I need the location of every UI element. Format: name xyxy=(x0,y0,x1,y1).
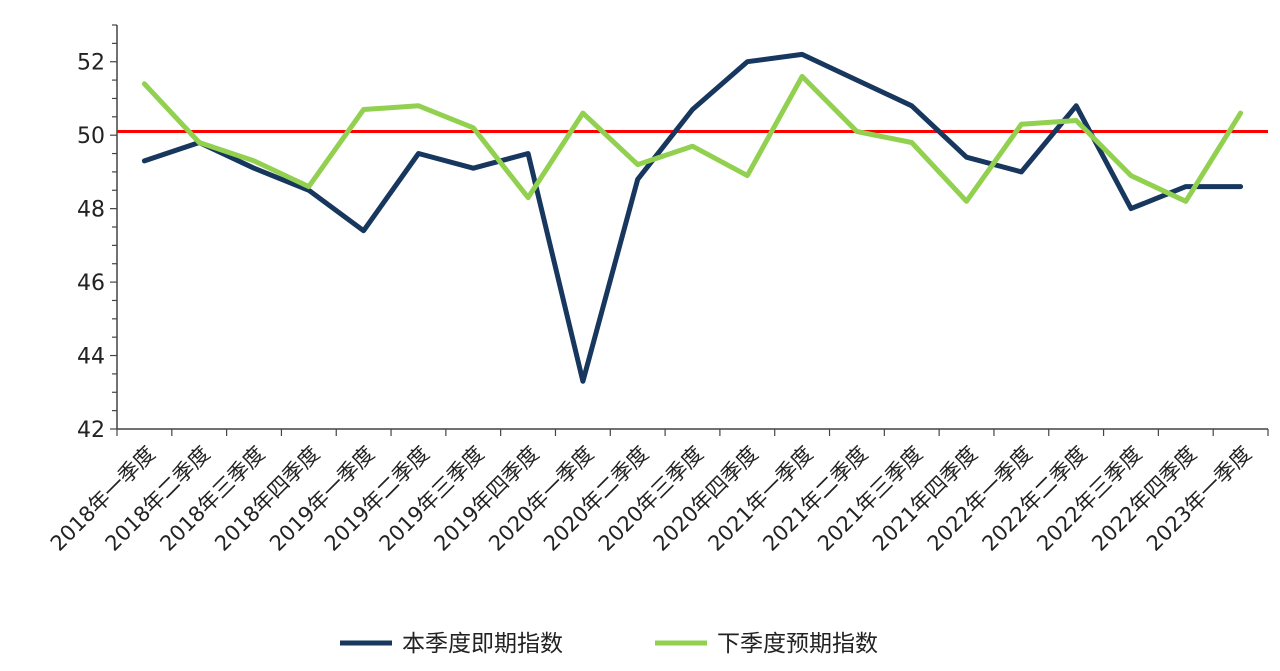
legend-label: 下季度预期指数 xyxy=(717,631,878,657)
y-tick-label: 42 xyxy=(77,418,105,443)
y-tick-label: 46 xyxy=(77,271,105,296)
y-tick-label: 52 xyxy=(77,51,105,76)
series-current-quarter-line xyxy=(141,51,1244,384)
legend-label: 本季度即期指数 xyxy=(402,631,563,657)
y-tick-label: 44 xyxy=(77,345,105,370)
y-tick-label: 50 xyxy=(77,124,105,149)
y-tick-label: 48 xyxy=(77,198,105,223)
series-next-quarter-line xyxy=(141,73,1244,204)
legend-item-next-quarter: 下季度预期指数 xyxy=(655,631,878,657)
legend-item-current-quarter: 本季度即期指数 xyxy=(340,631,563,657)
